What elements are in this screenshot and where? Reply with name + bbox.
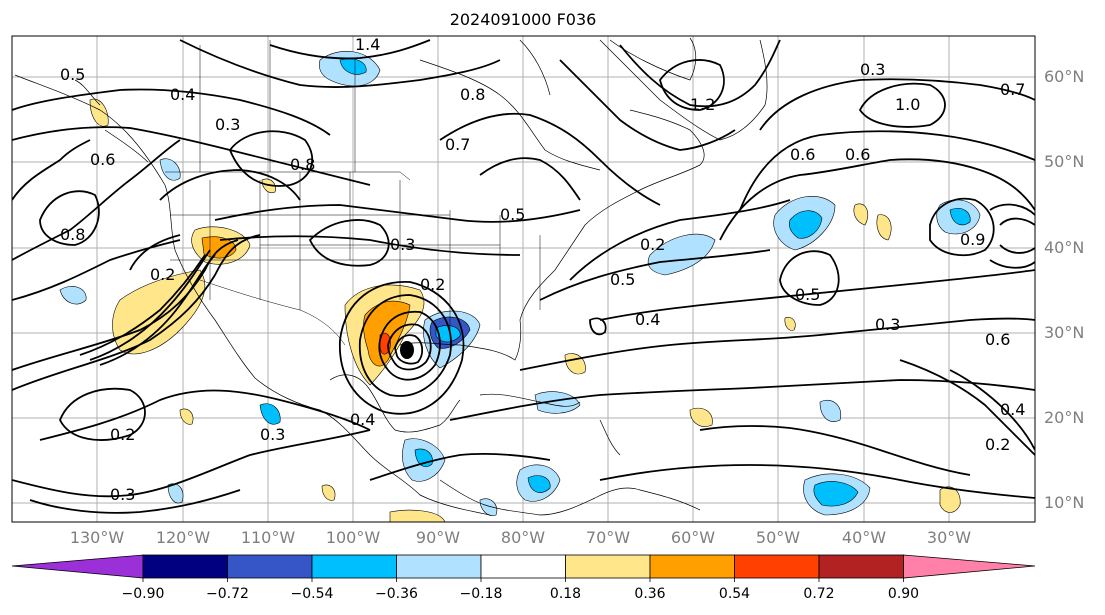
map-title: 2024091000 F036 — [449, 10, 597, 29]
colorbar-segment — [396, 554, 482, 579]
contour-label: 0.5 — [795, 285, 820, 304]
colorbar-tick-label: 0.36 — [634, 586, 666, 602]
colorbar — [11, 554, 1036, 582]
contour-label: 0.4 — [635, 310, 660, 329]
latitude-label: 50°N — [1044, 152, 1085, 171]
colorbar-extend-low — [11, 554, 144, 579]
longitude-label: 60°W — [670, 528, 716, 547]
contour-label: 0.2 — [110, 425, 135, 444]
latitude-label: 40°N — [1044, 238, 1085, 257]
colorbar-tick-label: 0.72 — [803, 586, 835, 602]
longitude-label: 30°W — [926, 528, 972, 547]
colorbar-tick-label: −0.54 — [290, 586, 334, 602]
contour-label: 0.4 — [170, 85, 195, 104]
colorbar-segment — [734, 554, 820, 579]
contour-label: 0.5 — [60, 65, 85, 84]
contour-label: 0.3 — [215, 115, 240, 134]
colorbar-extend-high — [903, 554, 1036, 579]
contour-label: 1.4 — [355, 35, 380, 54]
contour-label: 0.3 — [390, 235, 415, 254]
colorbar-tick-label: 0.18 — [549, 586, 582, 602]
contour-label: 0.2 — [150, 265, 175, 284]
colorbar-tick-label: −0.18 — [459, 586, 503, 602]
latitude-label: 30°N — [1044, 323, 1085, 342]
longitude-label: 110°W — [240, 528, 296, 547]
colorbar-tick-label: −0.90 — [121, 586, 165, 602]
colorbar-tick-label: −0.72 — [206, 586, 249, 602]
contour-label: 0.8 — [60, 225, 85, 244]
contour-lines — [12, 39, 1035, 514]
contour-label: 0.3 — [260, 425, 285, 444]
contour-label: 0.8 — [460, 85, 485, 104]
contour-label: 0.3 — [110, 485, 135, 504]
map-frame — [11, 35, 1036, 523]
contour-label: 0.4 — [1000, 400, 1025, 419]
contour-label: 0.6 — [985, 330, 1010, 349]
contour-label: 0.3 — [860, 60, 885, 79]
colorbar-segment — [227, 554, 313, 579]
longitude-label: 80°W — [500, 528, 546, 547]
contour-label: 0.6 — [845, 145, 870, 164]
contour-label: 0.7 — [1000, 80, 1025, 99]
colorbar-segment — [480, 554, 566, 579]
colorbar-tick-label: 0.90 — [887, 586, 920, 602]
latitude-label: 10°N — [1044, 493, 1085, 512]
colorbar-tick-label: 0.54 — [718, 586, 751, 602]
longitude-label: 100°W — [325, 528, 381, 547]
contour-label: 0.6 — [790, 145, 815, 164]
contour-label: 0.7 — [445, 135, 470, 154]
contour-label: 0.5 — [500, 205, 525, 224]
longitude-label: 50°W — [755, 528, 801, 547]
contour-label: 0.4 — [350, 410, 375, 429]
contour-label: 0.9 — [960, 230, 985, 249]
colorbar-segment — [818, 554, 904, 579]
colorbar-segment — [565, 554, 651, 579]
contour-label: 0.8 — [290, 155, 315, 174]
longitude-label: 130°W — [69, 528, 125, 547]
colorbar-segment — [142, 554, 228, 579]
latitude-label: 20°N — [1044, 408, 1085, 427]
latitude-label: 60°N — [1044, 67, 1085, 86]
contour-label: 0.6 — [90, 150, 115, 169]
contour-label: 0.2 — [420, 275, 445, 294]
colorbar-tick-label: −0.36 — [375, 586, 418, 602]
colorbar-segment — [649, 554, 735, 579]
contour-label: 0.5 — [610, 270, 635, 289]
storm-center — [400, 341, 414, 359]
longitude-label: 40°W — [841, 528, 887, 547]
contour-label: 0.3 — [875, 315, 900, 334]
longitude-label: 70°W — [585, 528, 631, 547]
contour-label: 1.0 — [895, 95, 920, 114]
longitude-label: 120°W — [155, 528, 211, 547]
graticule — [12, 36, 1035, 522]
contour-label: 0.2 — [640, 235, 665, 254]
longitude-label: 90°W — [415, 528, 461, 547]
contour-label: 0.2 — [985, 435, 1010, 454]
political-borders — [165, 40, 541, 346]
contour-label: 1.2 — [690, 95, 715, 114]
contour-label-group: 1.4 0.8 0.5 0.4 0.3 0.6 0.8 0.7 1.0 0.6 0.5 0.3 0.2 0… — [60, 35, 1025, 504]
colorbar-segment — [311, 554, 397, 579]
